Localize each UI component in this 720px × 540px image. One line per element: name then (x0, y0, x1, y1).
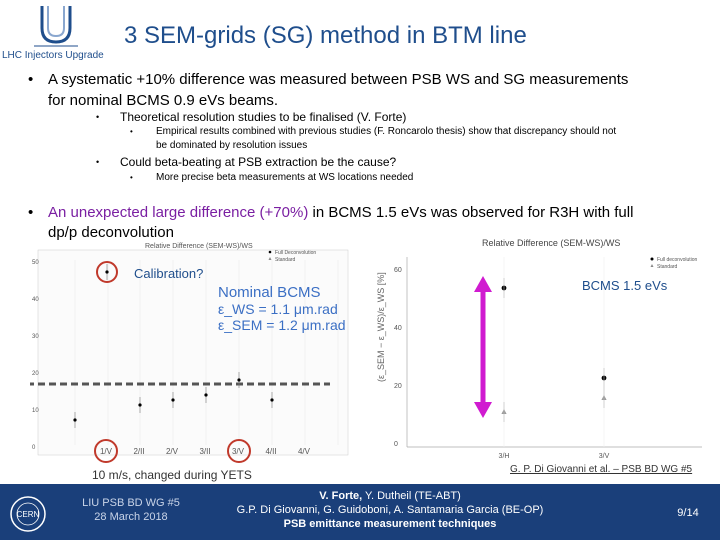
bullet-1-line2: for nominal BCMS 0.9 eVs beams. (48, 92, 279, 109)
left-ytick-label: 50 (32, 260, 39, 266)
right-ytick-label: 20 (394, 383, 402, 390)
footer-authors-2: G.P. Di Giovanni, G. Guidoboni, A. Santa… (236, 504, 544, 516)
left-data-point (171, 398, 175, 402)
bullet-1-sub-2-sub-text: More precise beta measurements at WS loc… (156, 172, 414, 183)
left-data-point (270, 398, 274, 402)
left-ytick-label: 20 (32, 371, 39, 377)
left-ytick-label: 40 (32, 297, 39, 303)
left-legend-full-marker (268, 250, 272, 254)
footer-meeting: LIU PSB BD WG #5 (82, 497, 180, 509)
right-legend-std-marker (650, 264, 654, 267)
left-xtick-label: 3/V (232, 447, 245, 456)
bullet-1-sub-2-text: Could beta-beating at PSB extraction be … (120, 155, 397, 169)
bullet-1-sub-1-text: Theoretical resolution studies to be fin… (120, 110, 407, 124)
bullet-1-line1: A systematic +10% difference was measure… (48, 71, 629, 88)
right-chart-svg: Relative Difference (SEM-WS)/WS Full dec… (376, 238, 702, 460)
nominal-bcms-title: Nominal BCMS (218, 284, 321, 301)
page-number: 9/14 (677, 507, 699, 519)
right-legend-full: Full deconvolution (657, 257, 698, 263)
bullet-2-highlight: An unexpected large difference (+70%) (48, 204, 309, 221)
left-data-point (204, 393, 208, 397)
right-ytick-label: 40 (394, 325, 402, 332)
left-xtick-label: 3/II (199, 447, 210, 456)
left-xtick-label: 2/V (166, 447, 179, 456)
left-legend-std: Standard (275, 257, 296, 263)
eps-sem: ε_SEM = 1.2 μm.rad (218, 317, 346, 333)
footer-date: 28 March 2018 (94, 511, 168, 523)
left-data-point (138, 403, 142, 407)
footer-authors-1: V. Forte, Y. Dutheil (TE-ABT) (210, 489, 570, 503)
right-xtick-label: 3/H (499, 453, 510, 460)
right-chart-ylabel: (ε_SEM − ε_WS)/ε_WS [%] (376, 272, 386, 382)
difference-arrow (474, 276, 492, 418)
slide-title: 3 SEM-grids (SG) method in BTM line (124, 22, 527, 49)
calibration-label: Calibration? (134, 266, 204, 281)
cern-logo: CERN (8, 494, 48, 534)
highlight-circle-3v (227, 439, 251, 463)
left-xtick-label: 2/II (133, 447, 144, 456)
nominal-bcms-box: Nominal BCMS ε_WS = 1.1 μm.rad ε_SEM = 1… (218, 284, 368, 333)
left-xtick-label: 1/V (100, 447, 113, 456)
footer-bar: CERN LIU PSB BD WG #5 28 March 2018 V. F… (0, 484, 720, 540)
right-ytick-label: 0 (394, 441, 398, 448)
left-xtick-label: 4/II (265, 447, 276, 456)
highlight-circle-1v (94, 439, 118, 463)
cern-logo-text: CERN (17, 510, 40, 519)
left-legend-full: Full Deconvolution (275, 250, 316, 256)
footer-authors-1-rest: Y. Dutheil (TE-ABT) (362, 490, 461, 502)
bullet-1-sub-1-sub-line2: be dominated by resolution issues (156, 140, 308, 151)
footer-presenter: V. Forte, (319, 490, 363, 502)
left-data-point (237, 378, 241, 382)
bullet-1-sub-1-sub-line1: Empirical results combined with previous… (156, 126, 617, 137)
right-legend-std: Standard (657, 264, 678, 270)
beam-label: BCMS 1.5 eVs (582, 278, 668, 293)
left-xtick-label: 4/V (298, 447, 311, 456)
left-chart-title: Relative Difference (SEM-WS)/WS (145, 243, 253, 250)
right-xtick-label: 3/V (599, 453, 610, 460)
liu-logo: LHC Injectors Upgrade (2, 2, 114, 62)
right-legend-full-marker (650, 257, 654, 261)
bullet-2-line2: dp/p deconvolution (48, 224, 174, 241)
right-ytick-label: 60 (394, 267, 402, 274)
cern-logo-icon: CERN (10, 496, 46, 532)
logo-text: LHC Injectors Upgrade (2, 50, 104, 61)
left-legend-std-marker (268, 257, 272, 260)
left-data-point (105, 270, 109, 274)
liu-logo-icon (34, 6, 78, 47)
right-chart-title: Relative Difference (SEM-WS)/WS (482, 238, 620, 248)
highlight-circle-point (96, 261, 118, 283)
left-ytick-label: 30 (32, 334, 39, 340)
right-chart: Relative Difference (SEM-WS)/WS Full dec… (372, 232, 718, 482)
left-ytick-label: 0 (32, 445, 36, 451)
left-data-point (73, 418, 77, 422)
credit-text: G. P. Di Giovanni et al. – PSB BD WG #5 (510, 464, 693, 475)
bullet-2-text: in BCMS 1.5 eVs was observed for R3H wit… (308, 204, 634, 221)
left-ytick-label: 10 (32, 408, 39, 414)
left-chart: Relative Difference (SEM-WS)/WS Full Dec… (5, 240, 350, 482)
eps-ws: ε_WS = 1.1 μm.rad (218, 301, 338, 317)
footer-talk-title: PSB emittance measurement techniques (283, 518, 497, 530)
left-chart-note: 10 m/s, changed during YETS (92, 468, 252, 482)
